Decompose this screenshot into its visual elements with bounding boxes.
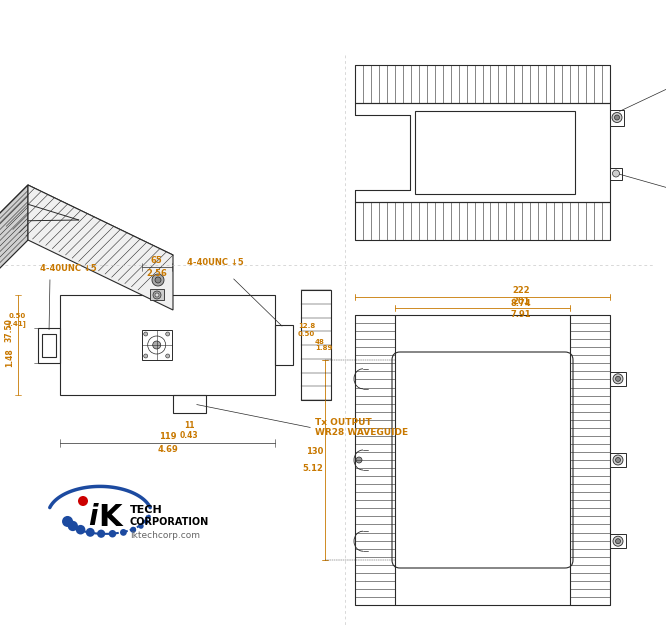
Bar <box>355 65 610 103</box>
Polygon shape <box>28 185 173 310</box>
Circle shape <box>155 293 159 297</box>
Text: 11
0.43: 11 0.43 <box>180 421 198 440</box>
Circle shape <box>68 521 78 531</box>
Bar <box>610 372 626 386</box>
Circle shape <box>76 525 85 535</box>
Text: 8.74: 8.74 <box>510 299 531 308</box>
Circle shape <box>612 113 622 122</box>
Circle shape <box>166 332 170 336</box>
Circle shape <box>86 528 95 537</box>
Bar <box>610 167 622 179</box>
Text: CORPORATION: CORPORATION <box>130 517 209 527</box>
FancyBboxPatch shape <box>392 352 573 568</box>
Bar <box>610 453 626 467</box>
Text: 65: 65 <box>151 256 163 265</box>
Circle shape <box>166 354 170 358</box>
Text: 2.56: 2.56 <box>147 269 167 278</box>
Circle shape <box>144 332 148 336</box>
Bar <box>60 295 275 395</box>
Circle shape <box>613 455 623 465</box>
Circle shape <box>78 496 88 506</box>
Text: 37.50: 37.50 <box>5 318 14 342</box>
Circle shape <box>615 376 621 381</box>
Circle shape <box>152 274 164 286</box>
Bar <box>355 315 610 605</box>
Bar <box>610 534 626 548</box>
Text: 119: 119 <box>159 432 176 441</box>
Circle shape <box>144 519 149 524</box>
Bar <box>172 395 206 413</box>
Bar <box>38 328 60 363</box>
Text: 4.69: 4.69 <box>157 445 178 454</box>
Text: i: i <box>88 503 97 531</box>
Text: 222: 222 <box>512 286 529 295</box>
Text: 130: 130 <box>306 447 323 456</box>
Bar <box>142 330 172 360</box>
Circle shape <box>130 527 136 533</box>
Bar <box>275 325 293 365</box>
Text: 4-40UNC ↓5: 4-40UNC ↓5 <box>186 258 244 267</box>
Circle shape <box>144 354 148 358</box>
Circle shape <box>615 115 619 120</box>
Polygon shape <box>0 185 28 275</box>
Circle shape <box>109 530 117 538</box>
Text: K: K <box>98 503 122 531</box>
Text: 12.8
0.50: 12.8 0.50 <box>298 324 315 337</box>
Bar <box>355 202 610 240</box>
Bar <box>415 111 575 194</box>
Circle shape <box>120 529 127 536</box>
Circle shape <box>153 341 161 349</box>
Bar <box>301 290 331 400</box>
Text: 4-40UNC ↓5: 4-40UNC ↓5 <box>40 264 97 273</box>
Circle shape <box>615 538 621 544</box>
Circle shape <box>153 291 161 299</box>
Text: 0.50
[.41]: 0.50 [.41] <box>7 313 26 327</box>
Bar <box>610 110 624 126</box>
Text: 1.48: 1.48 <box>5 348 14 367</box>
Text: 201: 201 <box>512 297 529 306</box>
Circle shape <box>62 516 73 527</box>
Circle shape <box>155 277 161 283</box>
Circle shape <box>613 374 623 384</box>
Bar <box>150 289 164 300</box>
Circle shape <box>147 515 151 519</box>
Polygon shape <box>0 185 173 290</box>
Text: iktechcorp.com: iktechcorp.com <box>130 531 200 540</box>
Circle shape <box>97 529 105 538</box>
Circle shape <box>356 457 362 463</box>
Circle shape <box>613 537 623 546</box>
Circle shape <box>615 458 621 463</box>
Text: 7.91: 7.91 <box>510 310 531 319</box>
Text: 48
1.89: 48 1.89 <box>315 338 332 351</box>
Text: TECH: TECH <box>130 505 163 515</box>
Circle shape <box>139 524 144 529</box>
Text: 5.12: 5.12 <box>302 464 323 473</box>
Bar <box>42 333 56 356</box>
Text: Tx OUTPUT
WR28 WAVEGUIDE: Tx OUTPUT WR28 WAVEGUIDE <box>315 418 408 437</box>
Circle shape <box>613 170 619 177</box>
